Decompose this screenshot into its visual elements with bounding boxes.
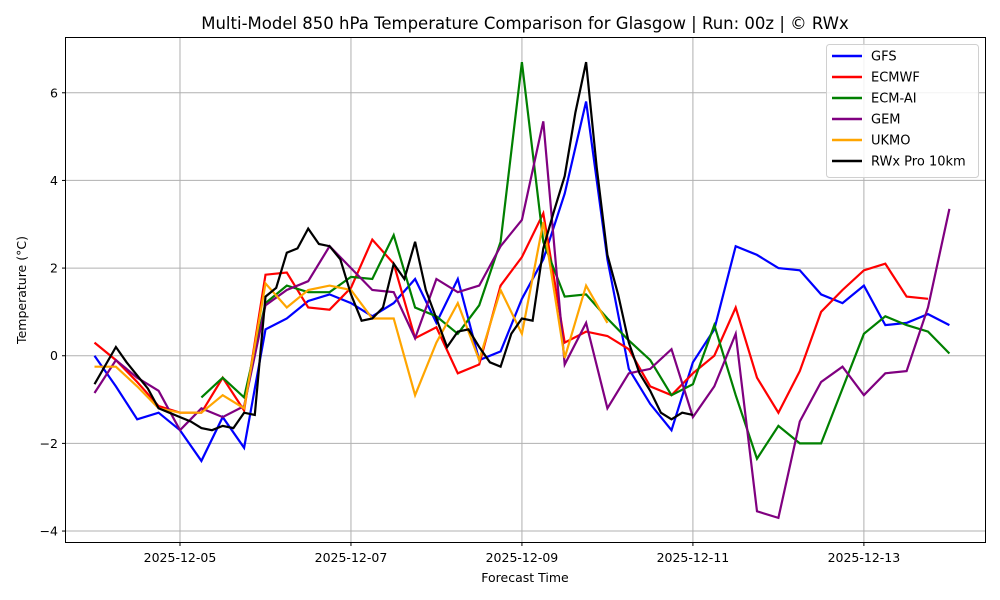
y-axis-label: Temperature (°C) xyxy=(14,236,29,345)
plot-frame xyxy=(65,37,986,543)
y-tick-label: 4 xyxy=(50,173,58,188)
y-tick-label: 0 xyxy=(50,348,58,363)
series-line-ukmo xyxy=(94,221,609,414)
chart-title: Multi-Model 850 hPa Temperature Comparis… xyxy=(201,14,849,33)
series-line-ecmwf xyxy=(93,209,929,415)
x-tick-label: 2025-12-11 xyxy=(657,550,730,565)
legend-item-rwx-pro-10km: RWx Pro 10km xyxy=(832,155,966,170)
y-tick-label: −4 xyxy=(40,524,58,539)
legend: GFS ECMWF ECM-AI GEM UKMO RWx Pro 10km xyxy=(826,44,979,178)
legend-label: GEM xyxy=(871,113,901,128)
series-line-rwx-pro-10km xyxy=(93,61,694,432)
x-tick-label: 2025-12-13 xyxy=(828,550,901,565)
x-axis-ticks: 2025-12-05 2025-12-07 2025-12-09 2025-12-11… xyxy=(144,542,901,565)
series-line-gem xyxy=(93,121,951,520)
legend-label: RWx Pro 10km xyxy=(871,155,966,170)
legend-item-gem: GEM xyxy=(832,113,901,128)
y-tick-label: 2 xyxy=(50,261,58,276)
legend-item-ukmo: UKMO xyxy=(832,134,911,149)
legend-item-ecm-ai: ECM-AI xyxy=(832,92,917,107)
x-tick-label: 2025-12-07 xyxy=(315,550,388,565)
legend-item-ecmwf: ECMWF xyxy=(832,71,920,86)
x-tick-label: 2025-12-09 xyxy=(486,550,559,565)
y-tick-label: 6 xyxy=(50,85,58,100)
x-axis-label: Forecast Time xyxy=(481,570,569,585)
legend-label: ECMWF xyxy=(871,71,920,86)
x-tick-label: 2025-12-05 xyxy=(144,550,217,565)
legend-label: ECM-AI xyxy=(871,92,917,107)
legend-label: GFS xyxy=(871,50,897,65)
series-line-ecm-ai xyxy=(200,61,951,462)
y-tick-label: −2 xyxy=(40,436,58,451)
series-lines xyxy=(93,61,951,520)
legend-label: UKMO xyxy=(871,134,911,149)
y-axis-ticks: −4 −2 0 2 4 6 xyxy=(40,85,66,539)
gridlines xyxy=(66,38,985,542)
legend-box xyxy=(826,44,979,178)
series-line-gfs xyxy=(93,101,950,464)
legend-item-gfs: GFS xyxy=(832,50,897,65)
